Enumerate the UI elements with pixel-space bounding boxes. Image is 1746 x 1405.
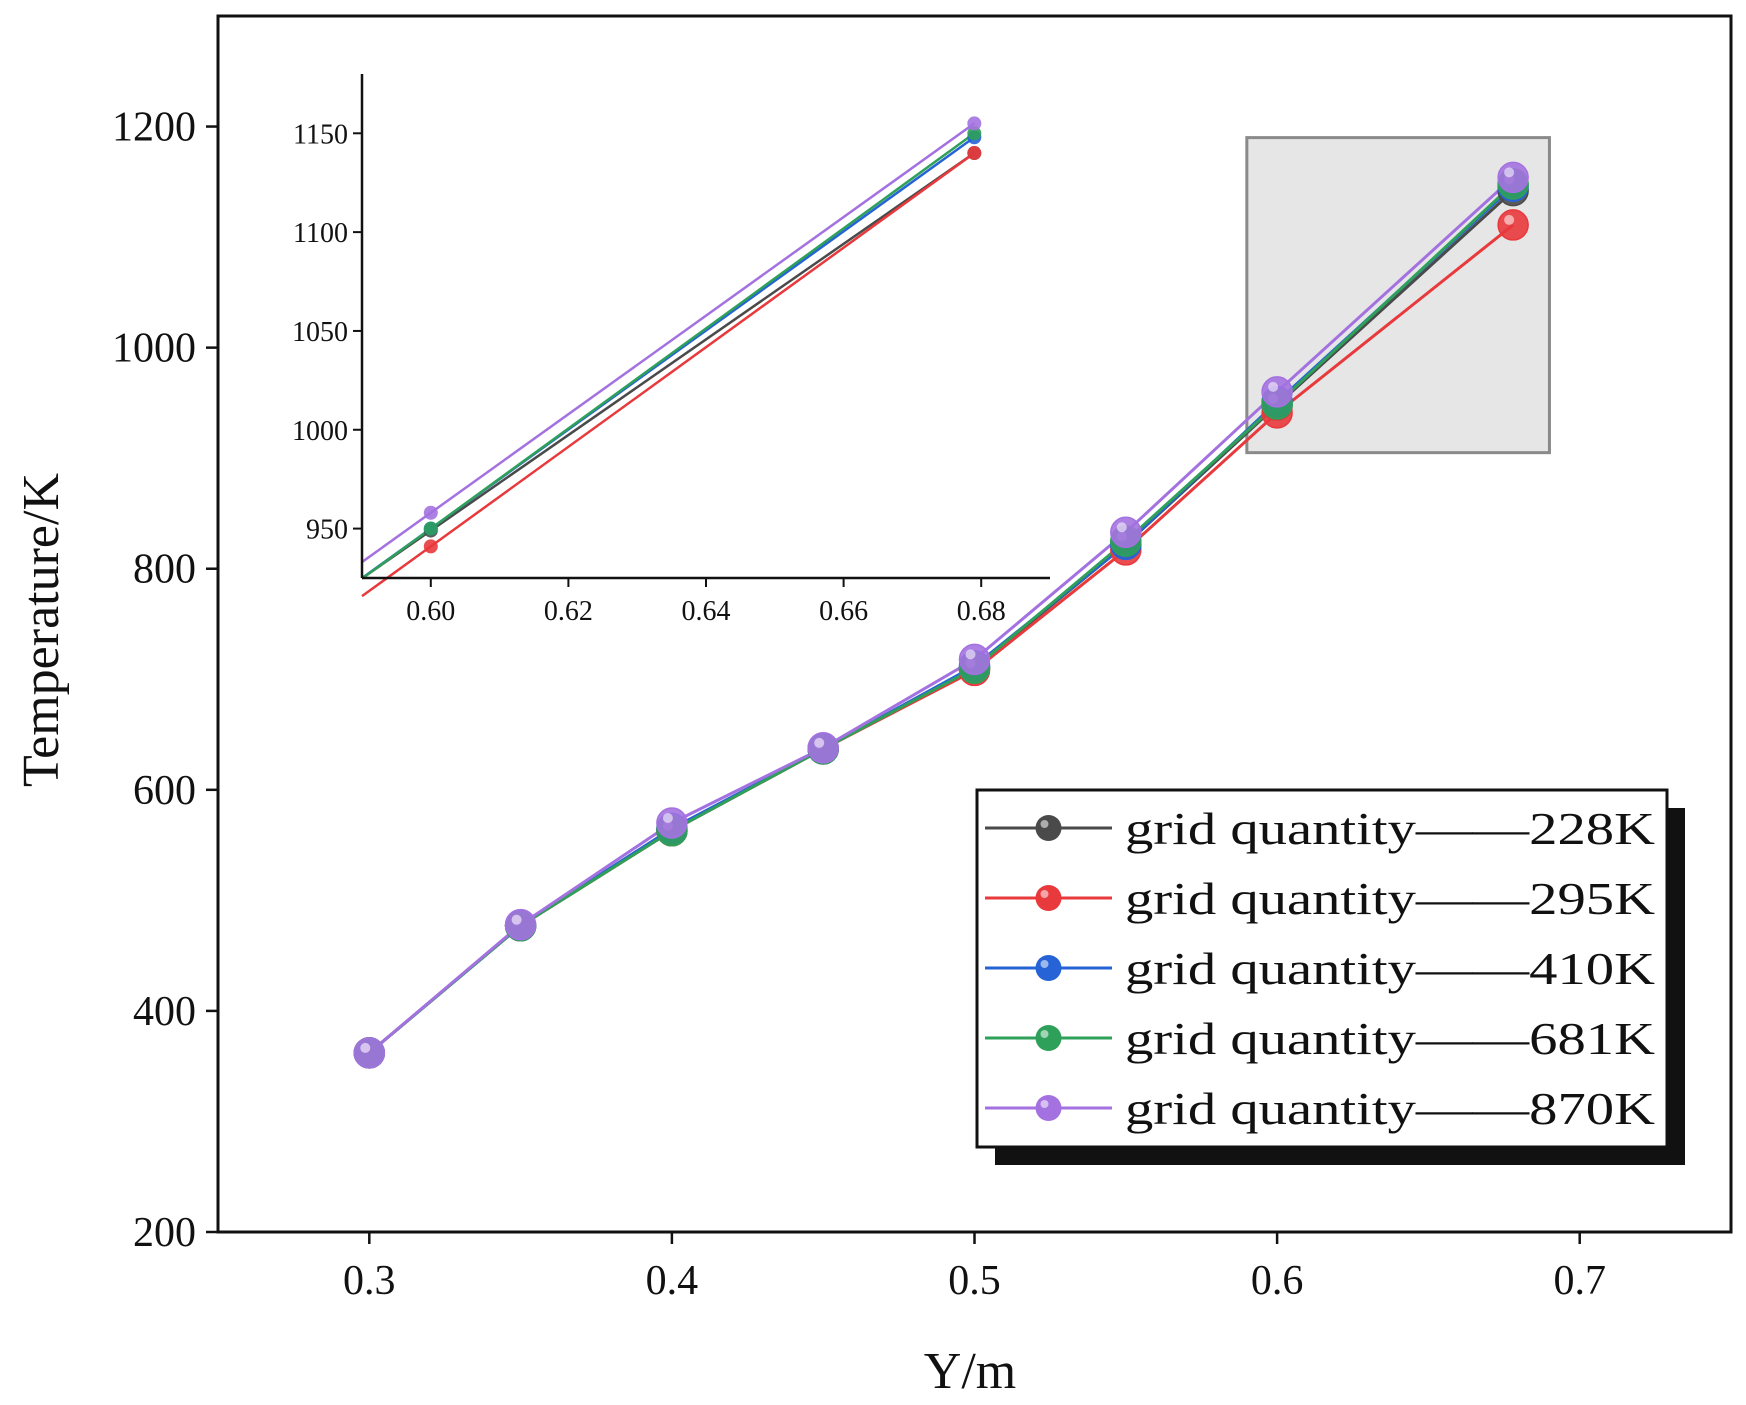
y-axis-title: Temperature/K [13, 473, 70, 787]
data-point [1497, 209, 1529, 241]
series-line-3 [368, 182, 1515, 1055]
inset-data-point [967, 126, 982, 141]
inset-data-point [423, 521, 438, 536]
legend-label: grid quantity——295K [1125, 873, 1655, 924]
y-tick-label: 800 [133, 547, 196, 593]
inset-x-tick-label: 0.60 [406, 596, 455, 627]
legend-label: grid quantity——870K [1125, 1083, 1655, 1134]
data-point-highlight [1504, 214, 1515, 225]
legend-item: grid quantity——681K [985, 1013, 1655, 1064]
data-point [504, 908, 537, 941]
main-series-lines [368, 176, 1515, 1055]
series-line-4 [368, 176, 1515, 1055]
legend-item: grid quantity——228K [985, 803, 1655, 854]
y-tick-label: 1200 [112, 105, 196, 151]
data-point-highlight [814, 737, 825, 748]
data-point [807, 732, 839, 764]
data-point [353, 1037, 386, 1069]
inset-x-tick-label: 0.68 [957, 596, 1006, 627]
legend: grid quantity——228K grid quantity——295K gr… [975, 788, 1685, 1165]
inset-x-tick-label: 0.62 [544, 596, 593, 627]
inset-data-point [423, 505, 438, 520]
legend-marker-highlight [1040, 1030, 1049, 1038]
legend-marker [1035, 815, 1062, 841]
data-point-highlight [1268, 381, 1279, 392]
legend-marker [1035, 955, 1062, 981]
legend-marker [1035, 885, 1062, 911]
inset-x-tick-label: 0.66 [819, 596, 868, 627]
main-plot-frame [216, 14, 1733, 1234]
legend-marker-highlight [1040, 1100, 1049, 1108]
legend-item: grid quantity——295K [985, 873, 1655, 924]
inset-tick-layer: 0.60 0.62 0.64 0.66 0.68 950 1000 1050 1100 1150 [292, 119, 1006, 627]
legend-label: grid quantity——681K [1125, 1013, 1655, 1064]
y-tick-label: 600 [133, 768, 196, 814]
data-point-highlight [965, 649, 976, 660]
inset-y-tick-label: 1050 [292, 317, 348, 348]
inset-data-point [967, 116, 982, 131]
legend-label: grid quantity——228K [1125, 803, 1655, 854]
data-point-highlight [1504, 167, 1515, 178]
x-tick-label: 0.6 [1251, 1258, 1304, 1304]
x-axis-title: Y/m [924, 1343, 1016, 1400]
legend-marker [1035, 1095, 1062, 1121]
x-tick-label: 0.5 [948, 1258, 1001, 1304]
data-point-highlight [1116, 522, 1127, 533]
inset-data-point [423, 539, 438, 554]
inset-data-point [967, 146, 982, 161]
inset-x-tick-label: 0.64 [682, 596, 731, 627]
inset-series-markers [423, 116, 982, 554]
y-tick-label: 1000 [112, 326, 196, 372]
data-point-highlight [511, 914, 522, 925]
legend-marker-highlight [1040, 890, 1049, 898]
inset-y-tick-label: 1150 [293, 119, 348, 150]
legend-marker-highlight [1040, 820, 1049, 828]
legend-marker-highlight [1040, 960, 1049, 968]
inset-y-tick-label: 1000 [292, 416, 348, 447]
x-tick-label: 0.3 [343, 1258, 396, 1304]
main-tick-layer: 0.3 0.4 0.5 0.6 0.7 200 400 600 800 1000 1200 [112, 105, 1606, 1304]
y-tick-label: 400 [133, 989, 196, 1035]
y-tick-label: 200 [133, 1210, 196, 1256]
data-point [1110, 516, 1142, 548]
legend-item: grid quantity——410K [985, 943, 1655, 994]
legend-label: grid quantity——410K [1125, 943, 1655, 994]
main-series-markers [353, 161, 1529, 1069]
legend-marker [1035, 1025, 1062, 1051]
x-tick-label: 0.4 [646, 1258, 699, 1304]
data-point-highlight [662, 812, 673, 823]
data-point [656, 807, 688, 839]
data-point-highlight [360, 1042, 371, 1053]
legend-item: grid quantity——870K [985, 1083, 1655, 1134]
inset-y-tick-label: 1100 [293, 218, 348, 249]
data-point [1497, 161, 1529, 194]
x-tick-label: 0.7 [1553, 1258, 1606, 1304]
data-point [958, 643, 991, 676]
inset-y-tick-label: 950 [306, 515, 348, 546]
data-point [1261, 376, 1293, 408]
legend-items: grid quantity——228K grid quantity——295K gr… [985, 803, 1655, 1134]
